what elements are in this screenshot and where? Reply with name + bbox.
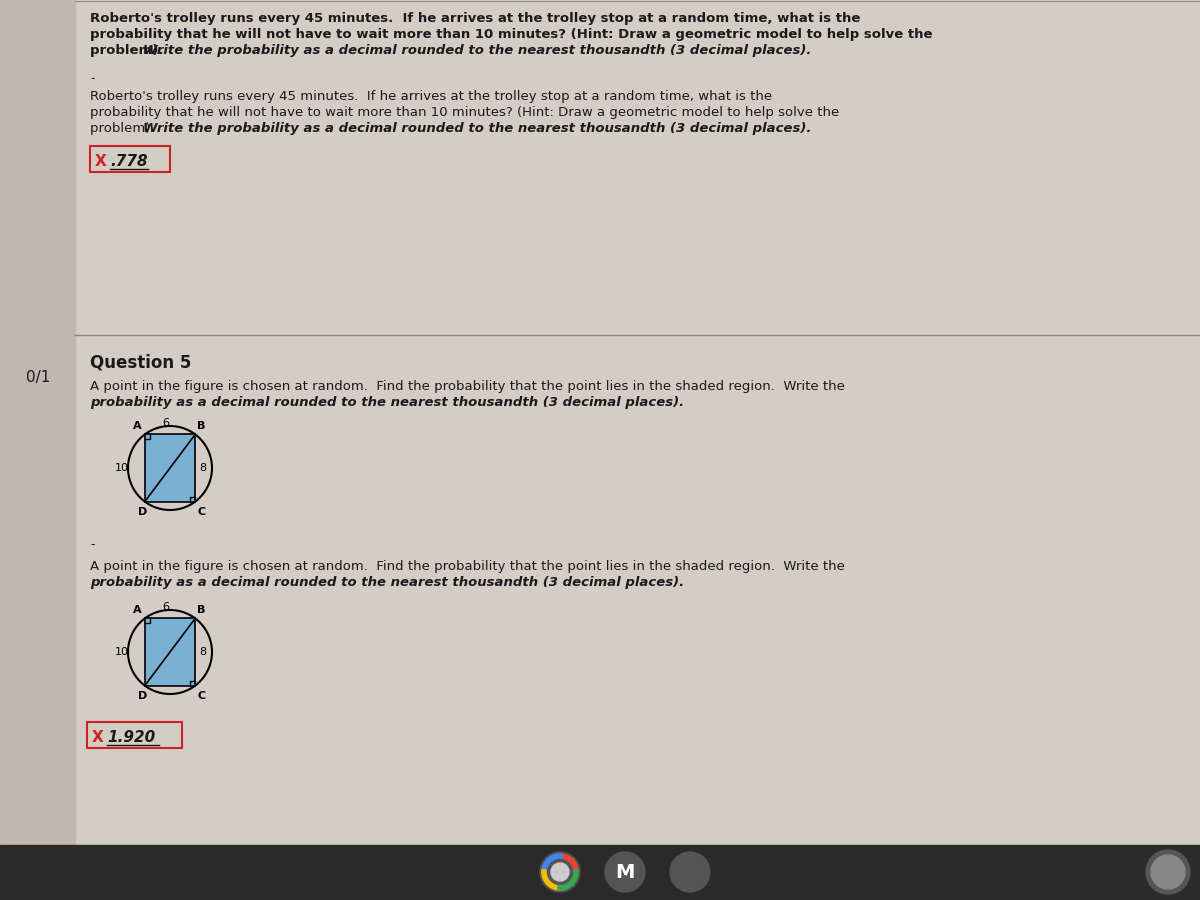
Circle shape	[1151, 855, 1186, 889]
Bar	[145, 618, 196, 686]
Bar	[90, 146, 170, 172]
Text: C: C	[197, 507, 205, 517]
Text: probability that he will not have to wait more than 10 minutes? (Hint: Draw a ge: probability that he will not have to wai…	[90, 28, 932, 41]
Text: 8: 8	[199, 647, 206, 657]
Text: problem).: problem).	[90, 44, 168, 57]
Circle shape	[128, 610, 212, 694]
Text: X: X	[92, 730, 103, 744]
Bar	[145, 435, 196, 501]
Text: -: -	[90, 538, 95, 551]
Text: Roberto's trolley runs every 45 minutes.  If he arrives at the trolley stop at a: Roberto's trolley runs every 45 minutes.…	[90, 90, 772, 103]
Circle shape	[670, 852, 710, 892]
Bar	[0, 0, 74, 900]
Text: 10: 10	[115, 647, 128, 657]
Text: M: M	[616, 862, 635, 881]
Text: probability that he will not have to wait more than 10 minutes? (Hint: Draw a ge: probability that he will not have to wai…	[90, 106, 839, 119]
Circle shape	[605, 852, 646, 892]
Text: D: D	[138, 690, 148, 700]
Text: probability as a decimal rounded to the nearest thousandth (3 decimal places).: probability as a decimal rounded to the …	[90, 576, 684, 589]
Text: Write the probability as a decimal rounded to the nearest thousandth (3 decimal : Write the probability as a decimal round…	[143, 122, 811, 135]
Circle shape	[1146, 850, 1190, 894]
Text: B: B	[197, 421, 205, 431]
Text: 10: 10	[115, 463, 128, 473]
Text: problem).: problem).	[90, 122, 158, 135]
Text: A point in the figure is chosen at random.  Find the probability that the point : A point in the figure is chosen at rando…	[90, 380, 845, 393]
Text: B: B	[197, 606, 205, 616]
Text: D: D	[138, 507, 148, 517]
Text: .778: .778	[110, 154, 148, 168]
Circle shape	[128, 426, 212, 510]
Text: Roberto's trolley runs every 45 minutes.  If he arrives at the trolley stop at a: Roberto's trolley runs every 45 minutes.…	[90, 12, 860, 25]
Text: Question 5: Question 5	[90, 353, 191, 371]
Text: -: -	[90, 72, 95, 85]
Text: A point in the figure is chosen at random.  Find the probability that the point : A point in the figure is chosen at rando…	[90, 560, 845, 573]
Text: Write the probability as a decimal rounded to the nearest thousandth (3 decimal : Write the probability as a decimal round…	[143, 44, 811, 57]
Text: A: A	[133, 421, 142, 431]
Text: X: X	[95, 154, 107, 168]
Text: 6: 6	[162, 418, 169, 428]
Bar	[0, 845, 1200, 900]
Text: C: C	[197, 690, 205, 700]
Bar	[88, 722, 182, 748]
Text: 1.920: 1.920	[107, 730, 155, 744]
Text: A: A	[133, 606, 142, 616]
Circle shape	[551, 863, 569, 881]
Text: 6: 6	[162, 602, 169, 612]
Text: 0/1: 0/1	[26, 370, 50, 385]
Text: probability as a decimal rounded to the nearest thousandth (3 decimal places).: probability as a decimal rounded to the …	[90, 396, 684, 409]
Circle shape	[540, 852, 580, 892]
Text: 8: 8	[199, 463, 206, 473]
